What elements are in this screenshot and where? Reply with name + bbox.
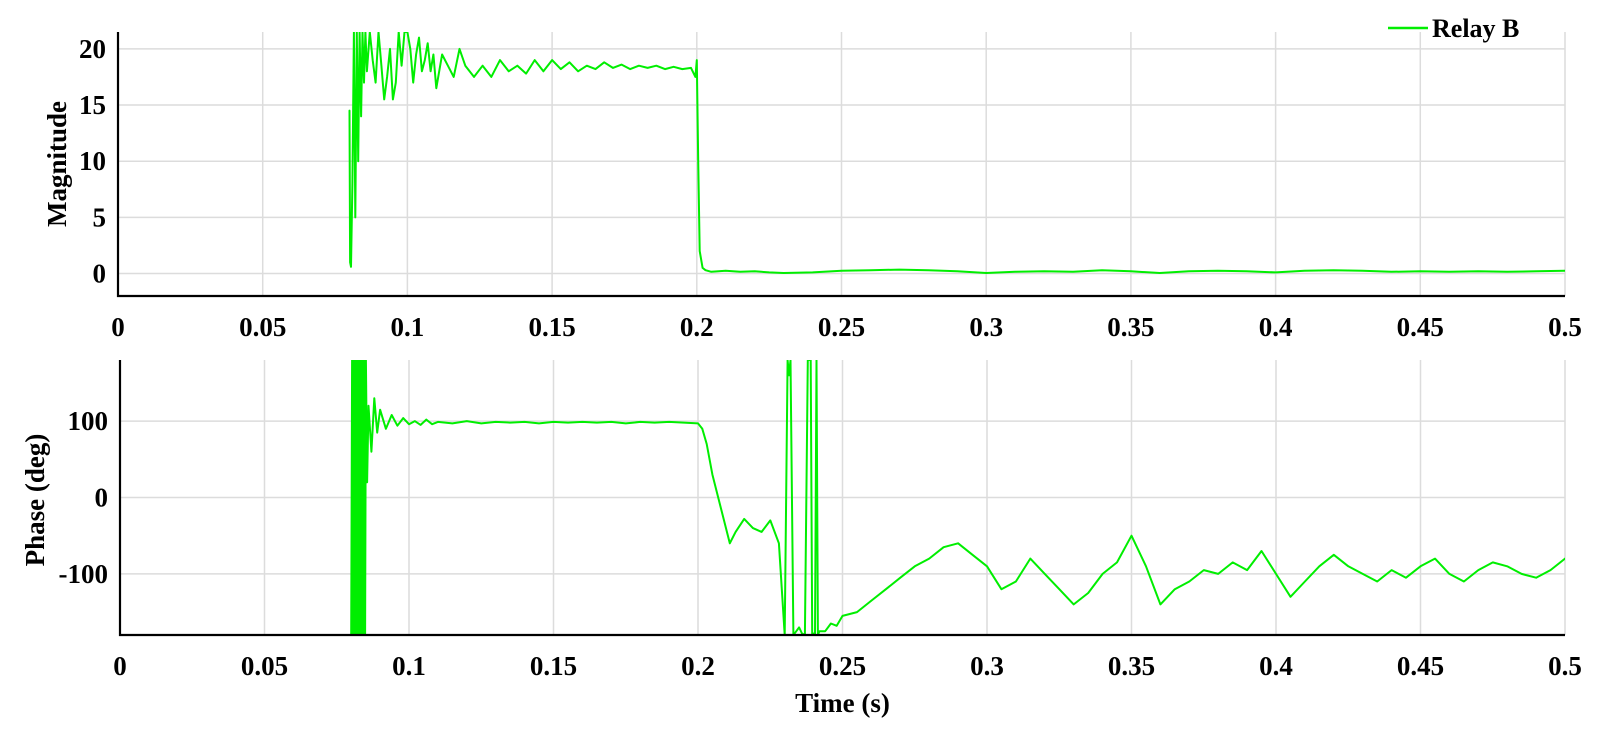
phase-y-tick-label: -100	[59, 559, 109, 589]
legend-label-relay-b: Relay B	[1432, 14, 1519, 43]
magnitude-x-tick-label: 0.2	[680, 312, 714, 342]
phase-x-tick-label: 0.15	[530, 651, 577, 681]
phase-y-axis-label: Phase (deg)	[20, 434, 50, 567]
magnitude-x-tick-label: 0.05	[239, 312, 286, 342]
phase-axis-frame	[118, 360, 1565, 637]
magnitude-x-tick-label: 0.4	[1259, 312, 1293, 342]
phase-panel: 0 0.05 0.1 0.15 0.2 0.25 0.3 0.35 0.4 0.45 0.5 -10…	[20, 360, 1582, 718]
phase-x-tick-label: 0.3	[970, 651, 1004, 681]
phase-x-tick-label: 0.45	[1397, 651, 1444, 681]
magnitude-y-axis-label: Magnitude	[42, 101, 72, 227]
magnitude-x-tick-label: 0.35	[1107, 312, 1154, 342]
magnitude-y-tick-label: 5	[93, 202, 107, 232]
magnitude-y-tick-labels: 0 5 10 15 20	[79, 34, 106, 289]
phase-x-tick-label: 0.1	[392, 651, 426, 681]
magnitude-x-tick-label: 0.25	[818, 312, 865, 342]
phase-y-tick-label: 100	[68, 406, 109, 436]
magnitude-x-tick-label: 0.1	[391, 312, 425, 342]
magnitude-y-tick-label: 20	[79, 34, 106, 64]
magnitude-x-tick-label: 0.3	[969, 312, 1003, 342]
magnitude-grid	[117, 32, 1566, 296]
phase-x-tick-label: 0.35	[1108, 651, 1155, 681]
phase-x-tick-label: 0.05	[241, 651, 288, 681]
phase-y-tick-label: 0	[95, 483, 109, 513]
phase-x-tick-label: 0.25	[819, 651, 866, 681]
magnitude-x-tick-labels: 0 0.05 0.1 0.15 0.2 0.25 0.3 0.35 0.4 0.45 0.5	[111, 312, 1582, 342]
phase-x-tick-labels: 0 0.05 0.1 0.15 0.2 0.25 0.3 0.35 0.4 0.45 0.5	[113, 651, 1582, 681]
magnitude-series-layer	[348, 32, 1565, 274]
phase-y-tick-labels: -100 0 100	[59, 406, 109, 589]
magnitude-y-tick-label: 10	[79, 146, 106, 176]
magnitude-panel: 0 0.05 0.1 0.15 0.2 0.25 0.3 0.35 0.4 0.45 0.5 0 5 1…	[42, 32, 1582, 342]
magnitude-x-tick-label: 0	[111, 312, 125, 342]
phase-series-line	[350, 360, 1565, 635]
magnitude-series-line	[348, 32, 1565, 274]
phase-x-tick-label: 0.4	[1259, 651, 1293, 681]
phase-x-tick-label: 0.2	[681, 651, 715, 681]
legend: Relay B	[1388, 14, 1519, 43]
phase-series-layer	[350, 360, 1565, 635]
phase-x-axis-label: Time (s)	[795, 688, 890, 718]
magnitude-x-tick-label: 0.45	[1397, 312, 1444, 342]
phase-grid	[119, 360, 1566, 635]
phase-x-tick-label: 0.5	[1548, 651, 1582, 681]
magnitude-x-tick-label: 0.15	[528, 312, 575, 342]
magnitude-y-tick-label: 0	[93, 259, 107, 289]
phase-x-tick-label: 0	[113, 651, 127, 681]
magnitude-y-tick-label: 15	[79, 90, 106, 120]
magnitude-x-tick-label: 0.5	[1548, 312, 1582, 342]
magnitude-axis-frame	[116, 32, 1565, 298]
